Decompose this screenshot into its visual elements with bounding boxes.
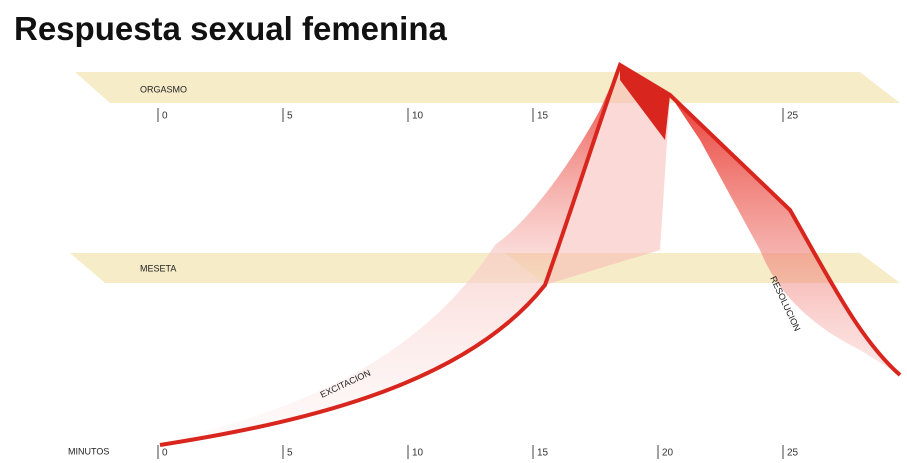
tick-label: 0: [162, 448, 168, 459]
tick-label: 25: [787, 448, 799, 459]
response-curve: [159, 62, 902, 447]
ticks: 0 5 10 15 25 0 5 10 15 20 25: [157, 108, 799, 459]
tick-label: 5: [287, 448, 293, 459]
axis-label: MINUTOS: [68, 446, 109, 456]
tick-label: 0: [162, 111, 168, 122]
title: Respuesta sexual femenina: [14, 10, 447, 47]
tick-label: 15: [537, 111, 549, 122]
tick-label: 20: [662, 448, 674, 459]
excitation-ribbon: [160, 245, 545, 445]
peak-ribbon: [620, 65, 670, 140]
tick-label: 15: [537, 448, 549, 459]
level-label: MESETA: [140, 263, 176, 273]
tick-label: 10: [412, 448, 424, 459]
orgasm-band: [75, 72, 900, 103]
tick-label: 10: [412, 111, 424, 122]
orgasm-fill: [545, 65, 670, 285]
tick-label: 5: [287, 111, 293, 122]
tick-label: 25: [787, 111, 799, 122]
plateau-ribbon: [495, 65, 620, 285]
level-label: ORGASMO: [140, 84, 187, 94]
